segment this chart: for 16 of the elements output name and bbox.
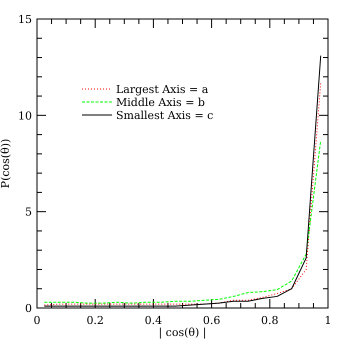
y-tick-label: 0: [25, 302, 32, 315]
y-tick-label: 15: [18, 13, 32, 26]
x-axis-title: | cos(θ) |: [158, 326, 207, 339]
y-axis-title: P(cos(θ)): [0, 138, 12, 188]
x-tick-label: 1: [324, 314, 332, 327]
line-series: [44, 140, 322, 304]
legend-label: Middle Axis = b: [116, 96, 205, 109]
legend-label: Largest Axis = a: [116, 83, 209, 96]
legend-label: Smallest Axis = c: [116, 109, 214, 122]
x-tick-label: 0.4: [144, 314, 162, 327]
y-tick-label: 10: [18, 109, 32, 122]
x-tick-label: 0.2: [86, 314, 104, 327]
y-tick-label: 5: [25, 206, 32, 219]
x-tick-label: 0: [34, 314, 40, 327]
x-tick-label: 0.6: [202, 314, 220, 327]
x-tick-label: 0.8: [261, 314, 279, 327]
